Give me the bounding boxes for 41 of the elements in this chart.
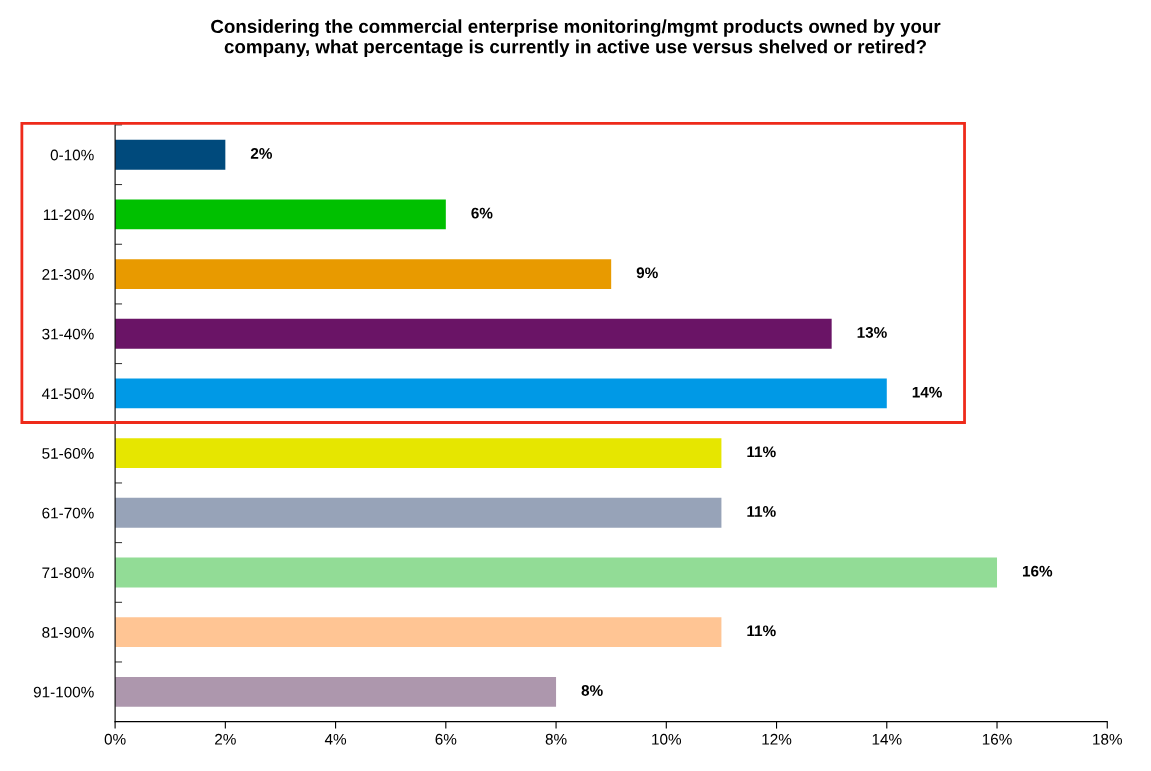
- data-label: 6%: [471, 207, 493, 219]
- bar: [115, 318, 832, 349]
- y-tick-label: 41-50%: [41, 388, 94, 400]
- x-tick-label: 6%: [435, 733, 457, 745]
- y-tick-label: 11-20%: [43, 209, 94, 221]
- data-label: 11%: [747, 625, 776, 637]
- data-label: 11%: [747, 446, 776, 458]
- bar: [115, 676, 557, 707]
- bar: [115, 557, 998, 588]
- x-tick-label: 16%: [982, 733, 1012, 745]
- y-tick-label: 0-10%: [50, 149, 94, 161]
- x-tick-label: 14%: [872, 733, 902, 745]
- y-tick-label: 91-100%: [33, 686, 94, 698]
- bar: [115, 139, 226, 170]
- x-tick-label: 10%: [652, 733, 682, 745]
- x-tick-label: 12%: [762, 733, 792, 745]
- data-label: 11%: [747, 506, 776, 517]
- data-label: 16%: [1022, 565, 1053, 577]
- y-tick-label: 31-40%: [42, 328, 94, 340]
- x-tick-label: 2%: [215, 733, 236, 745]
- data-label: 13%: [857, 327, 887, 338]
- bar: [115, 259, 612, 290]
- y-tick-label: 21-30%: [42, 268, 94, 280]
- bar: [115, 497, 722, 528]
- bar: [115, 438, 722, 469]
- chart-title: Considering the commercial enterprise monitoring/mgmt products owned by your company, what percentage is currently in active use versus shelved or retired?: [211, 19, 941, 58]
- bar: [115, 378, 887, 409]
- y-tick-label: 81-90%: [42, 627, 94, 638]
- data-label: 14%: [912, 386, 942, 398]
- y-tick-label: 71-80%: [42, 567, 94, 579]
- data-label: 8%: [581, 685, 603, 696]
- y-tick-label: 61-70%: [42, 507, 94, 519]
- x-tick-label: 4%: [324, 733, 347, 745]
- data-label: 9%: [636, 267, 658, 279]
- y-tick-label: 51-60%: [42, 447, 94, 459]
- bar: [115, 199, 446, 230]
- bar: [115, 617, 722, 648]
- x-tick-label: 0%: [104, 733, 126, 745]
- x-tick-label: 8%: [545, 733, 567, 745]
- data-label: 2%: [250, 148, 273, 159]
- x-tick-label: 18%: [1093, 733, 1123, 745]
